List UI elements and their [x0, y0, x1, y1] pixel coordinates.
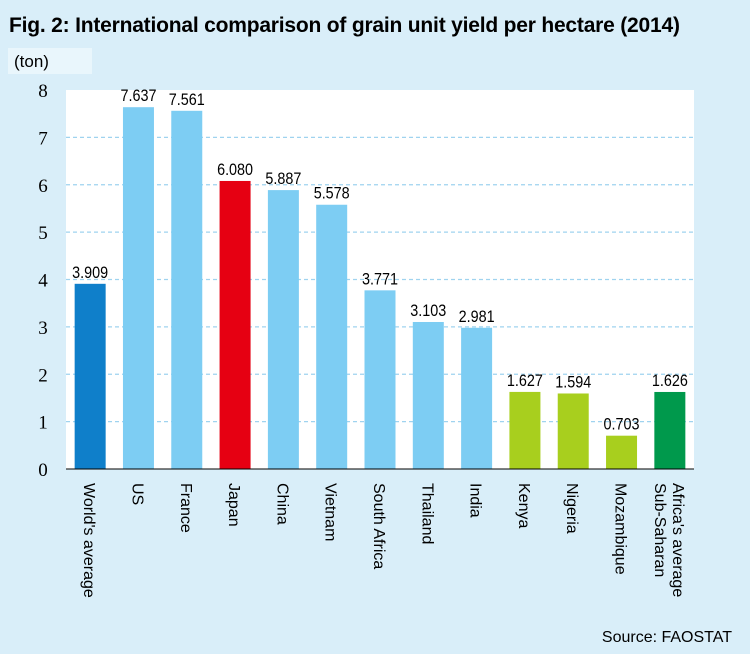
- bar: [122, 107, 154, 469]
- category-label: Vietnam: [322, 483, 339, 541]
- category-label-line: US: [128, 483, 145, 505]
- bar: [606, 435, 638, 469]
- category-label: Japan: [225, 483, 242, 527]
- category-label-line: Vietnam: [322, 483, 339, 541]
- bar: [461, 327, 493, 469]
- category-label: China: [273, 483, 290, 525]
- data-label: 3.103: [410, 301, 446, 320]
- bar: [654, 391, 686, 469]
- category-label: US: [128, 483, 145, 505]
- data-label: 1.626: [652, 371, 688, 390]
- category-label: South Africa: [370, 483, 387, 569]
- bar: [219, 180, 251, 469]
- category-label-line: Kenya: [515, 483, 532, 528]
- bar: [267, 190, 299, 469]
- category-label: Kenya: [515, 483, 532, 528]
- data-label: 3.909: [72, 263, 108, 282]
- bar: [316, 204, 348, 469]
- category-label: Sub-Saharan Africa's average: [651, 483, 686, 597]
- category-label: France: [177, 483, 194, 533]
- data-label: 0.703: [604, 415, 640, 434]
- bar: [74, 283, 106, 469]
- data-label: 1.627: [507, 371, 543, 390]
- data-label: 5.578: [314, 184, 350, 203]
- bar: [171, 110, 203, 470]
- category-label: India: [467, 483, 484, 518]
- category-label: Thailand: [418, 483, 435, 544]
- category-label-line: World's average: [80, 483, 97, 598]
- data-label: 1.594: [555, 372, 591, 391]
- data-label: 3.771: [362, 269, 398, 288]
- y-tick-label: 3: [38, 318, 48, 339]
- y-tick-label: 8: [38, 81, 48, 102]
- bar: [412, 321, 444, 469]
- y-tick-label: 7: [38, 128, 48, 149]
- y-tick-label: 0: [38, 460, 48, 481]
- bar: [364, 290, 396, 469]
- y-tick-label: 1: [38, 413, 48, 434]
- bar: [557, 393, 589, 469]
- category-label-line: Africa's average: [669, 483, 686, 597]
- data-label: 7.561: [169, 90, 205, 109]
- bar: [509, 391, 541, 469]
- y-axis-unit-label: (ton): [14, 52, 49, 71]
- category-label-line: France: [177, 483, 194, 533]
- y-tick-label: 4: [38, 271, 48, 292]
- data-label: 6.080: [217, 160, 253, 179]
- y-tick-label: 5: [38, 223, 48, 244]
- category-label-line: South Africa: [370, 483, 387, 569]
- source-note: Source: FAOSTAT: [601, 629, 732, 646]
- data-label: 2.981: [459, 307, 495, 326]
- category-label: World's average: [80, 483, 97, 598]
- y-tick-label: 2: [38, 365, 48, 386]
- unit-label-background: [8, 48, 92, 74]
- data-label: 7.637: [120, 86, 156, 105]
- category-label-line: India: [467, 483, 484, 518]
- category-label-line: China: [273, 483, 290, 525]
- category-label-line: Nigeria: [563, 483, 580, 534]
- data-label: 5.887: [265, 169, 301, 188]
- category-label-line: Thailand: [418, 483, 435, 544]
- category-label: Nigeria: [563, 483, 580, 534]
- category-label-line: Japan: [225, 483, 242, 527]
- category-label-line: Mozambique: [612, 483, 629, 575]
- category-label: Mozambique: [612, 483, 629, 575]
- category-label-line: Sub-Saharan: [651, 483, 668, 577]
- y-tick-label: 6: [38, 176, 48, 197]
- chart-title: Fig. 2: International comparison of grai…: [9, 14, 680, 37]
